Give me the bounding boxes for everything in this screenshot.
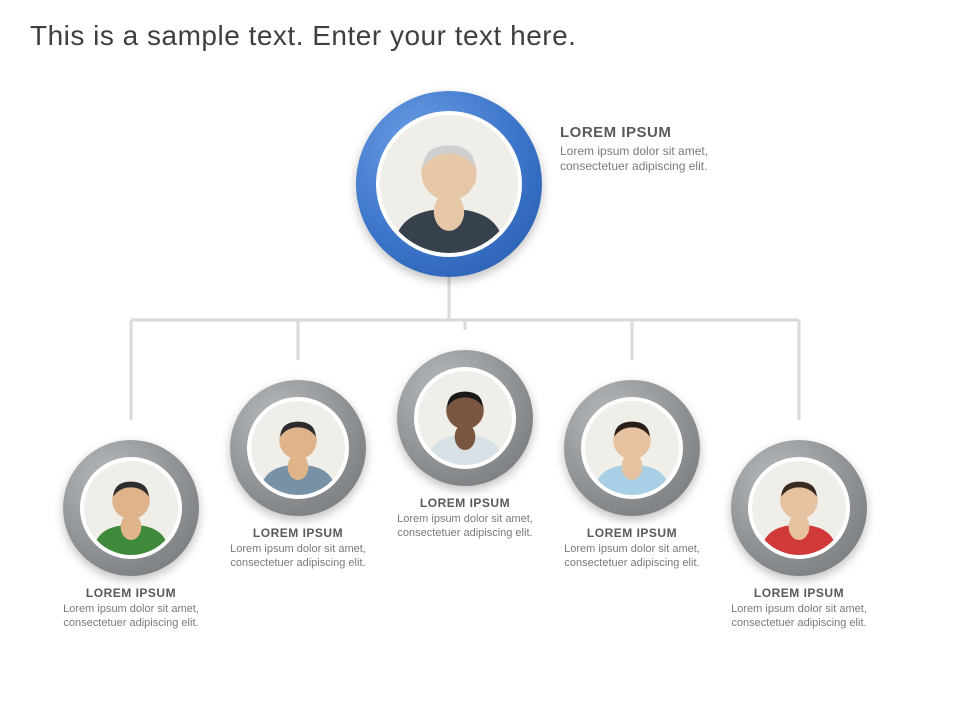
child-caption: LOREM IPSUM Lorem ipsum dolor sit amet, c…: [385, 496, 545, 541]
child-avatar: [397, 350, 533, 486]
node-name: LOREM IPSUM: [560, 124, 760, 141]
avatar-photo: [247, 397, 349, 499]
root-avatar: [356, 91, 542, 277]
page-title: This is a sample text. Enter your text h…: [30, 20, 576, 52]
avatar-photo: [414, 367, 516, 469]
node-name: LOREM IPSUM: [552, 526, 712, 540]
avatar-photo: [376, 111, 522, 257]
child-caption: LOREM IPSUM Lorem ipsum dolor sit amet, c…: [719, 586, 879, 631]
node-desc: Lorem ipsum dolor sit amet, consectetuer…: [385, 513, 545, 541]
node-name: LOREM IPSUM: [51, 586, 211, 600]
child-avatar: [63, 440, 199, 576]
node-name: LOREM IPSUM: [385, 496, 545, 510]
root-caption: LOREM IPSUM Lorem ipsum dolor sit amet, c…: [560, 124, 760, 174]
avatar-photo: [581, 397, 683, 499]
node-desc: Lorem ipsum dolor sit amet, consectetuer…: [560, 144, 760, 174]
child-avatar: [731, 440, 867, 576]
node-name: LOREM IPSUM: [719, 586, 879, 600]
child-caption: LOREM IPSUM Lorem ipsum dolor sit amet, c…: [218, 526, 378, 571]
org-chart-canvas: This is a sample text. Enter your text h…: [0, 0, 960, 720]
node-desc: Lorem ipsum dolor sit amet, consectetuer…: [218, 543, 378, 571]
node-desc: Lorem ipsum dolor sit amet, consectetuer…: [719, 603, 879, 631]
avatar-photo: [80, 457, 182, 559]
avatar-photo: [748, 457, 850, 559]
child-caption: LOREM IPSUM Lorem ipsum dolor sit amet, c…: [552, 526, 712, 571]
child-caption: LOREM IPSUM Lorem ipsum dolor sit amet, c…: [51, 586, 211, 631]
child-avatar: [230, 380, 366, 516]
node-desc: Lorem ipsum dolor sit amet, consectetuer…: [552, 543, 712, 571]
node-desc: Lorem ipsum dolor sit amet, consectetuer…: [51, 603, 211, 631]
child-avatar: [564, 380, 700, 516]
node-name: LOREM IPSUM: [218, 526, 378, 540]
